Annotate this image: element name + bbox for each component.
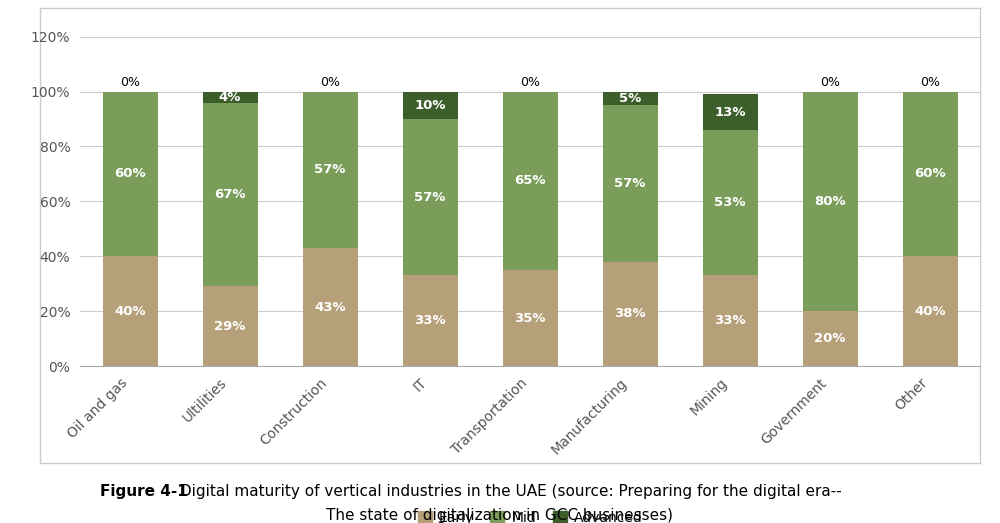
Bar <box>902 92 958 256</box>
Bar <box>202 103 258 287</box>
Text: 57%: 57% <box>414 191 446 204</box>
Text: 10%: 10% <box>414 99 446 112</box>
Text: 33%: 33% <box>714 314 746 327</box>
Bar <box>702 130 758 276</box>
Bar <box>402 92 458 119</box>
Bar <box>302 92 358 248</box>
Text: 33%: 33% <box>414 314 446 327</box>
Bar <box>802 311 858 366</box>
Text: 57%: 57% <box>614 177 646 190</box>
Bar <box>802 92 858 311</box>
Bar <box>902 256 958 366</box>
Text: 0%: 0% <box>920 76 940 89</box>
Text: 53%: 53% <box>714 196 746 209</box>
Text: 0%: 0% <box>120 76 140 89</box>
Bar <box>103 92 158 256</box>
Text: 0%: 0% <box>520 76 540 89</box>
Bar <box>402 276 458 366</box>
Bar <box>503 270 558 366</box>
Text: 43%: 43% <box>314 301 346 314</box>
Text: 57%: 57% <box>314 163 346 176</box>
Text: 5%: 5% <box>619 92 641 105</box>
Text: 60%: 60% <box>114 167 146 180</box>
Bar <box>602 105 658 262</box>
Text: 80%: 80% <box>814 195 846 208</box>
Bar <box>602 262 658 366</box>
Bar <box>202 287 258 366</box>
Bar <box>302 248 358 366</box>
Bar <box>103 256 158 366</box>
Bar <box>503 92 558 270</box>
Text: 29%: 29% <box>214 320 246 333</box>
Text: Digital maturity of vertical industries in the UAE (source: Preparing for the di: Digital maturity of vertical industries … <box>175 484 842 499</box>
Legend: Early, Mid, Advanced: Early, Mid, Advanced <box>412 505 648 523</box>
Text: 65%: 65% <box>514 174 546 187</box>
Text: 35%: 35% <box>514 312 546 325</box>
Bar <box>402 119 458 276</box>
Bar <box>202 92 258 103</box>
Text: 4%: 4% <box>219 90 241 104</box>
Text: 40%: 40% <box>114 305 146 317</box>
Bar <box>702 276 758 366</box>
Text: 67%: 67% <box>214 188 246 201</box>
Text: Figure 4-1: Figure 4-1 <box>100 484 188 499</box>
Text: 40%: 40% <box>914 305 946 317</box>
Bar <box>702 94 758 130</box>
Text: 13%: 13% <box>714 106 746 119</box>
Bar <box>602 92 658 105</box>
Text: 60%: 60% <box>914 167 946 180</box>
Text: 38%: 38% <box>614 308 646 321</box>
Text: 0%: 0% <box>820 76 840 89</box>
Text: 0%: 0% <box>320 76 340 89</box>
Text: 20%: 20% <box>814 332 846 345</box>
Text: The state of digitalization in GCC businesses): The state of digitalization in GCC busin… <box>326 508 674 523</box>
